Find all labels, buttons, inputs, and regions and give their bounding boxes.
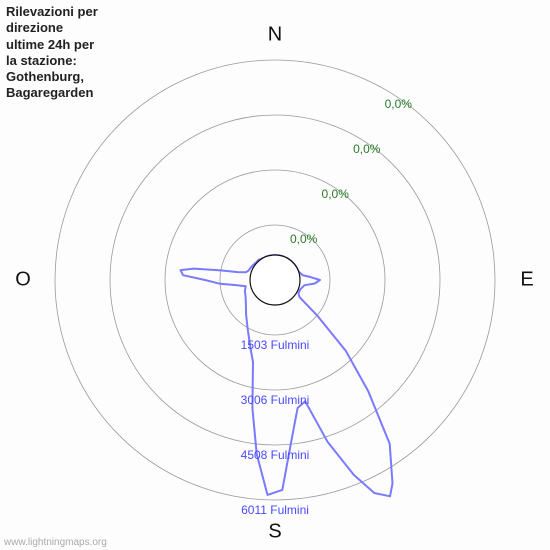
ring-label-upper: 0,0% [322, 187, 350, 201]
ring-label-lower: 3006 Fulmini [241, 393, 310, 407]
ring-label-lower: 4508 Fulmini [241, 448, 310, 462]
attribution: www.lightningmaps.org [4, 537, 107, 548]
axis-label-e: E [520, 268, 533, 290]
hub-circle [250, 255, 300, 305]
ring-label-lower: 1503 Fulmini [241, 338, 310, 352]
axis-label-w: O [15, 268, 31, 290]
polar-chart: N E S O 0,0% 0,0% 0,0% 0,0% 1503 Fulmini 3006 Fu… [0, 0, 550, 550]
ring-label-lower: 6011 Fulmini [241, 503, 309, 517]
ring-label-upper: 0,0% [353, 142, 381, 156]
axis-label-n: N [268, 23, 282, 45]
ring-label-upper: 0,0% [385, 97, 413, 111]
ring-label-upper: 0,0% [290, 232, 318, 246]
axis-label-s: S [268, 520, 281, 542]
